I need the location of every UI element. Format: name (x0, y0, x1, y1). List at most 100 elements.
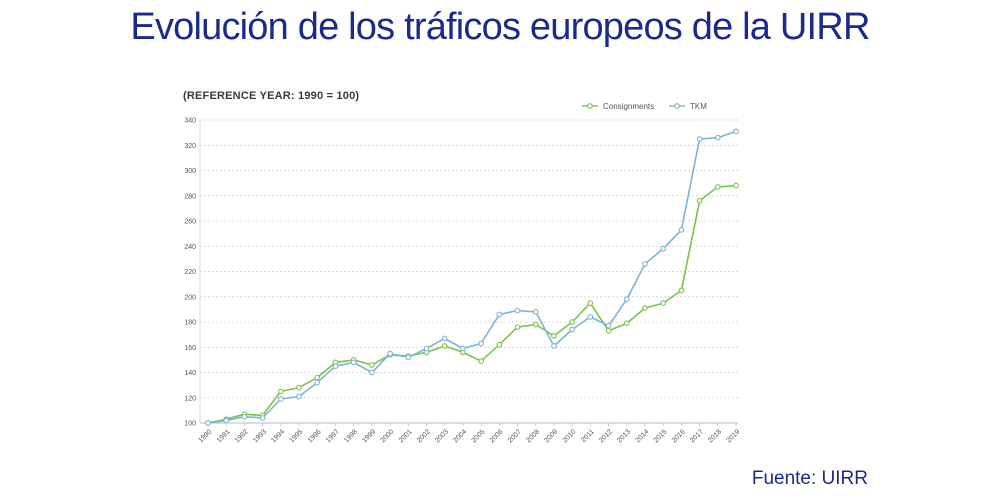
data-point-tkm-2018 (714, 134, 721, 141)
x-tick-label-1992: 1992 (234, 428, 250, 444)
legend-marker-tkm (674, 103, 680, 109)
data-point-consignments-2016 (678, 287, 685, 294)
data-point-consignments-2012 (605, 327, 612, 334)
data-point-consignments-2013 (623, 320, 630, 327)
data-point-tkm-1999 (369, 369, 375, 376)
legend-label-consignments: Consignments (603, 102, 654, 111)
data-point-tkm-1994 (277, 396, 284, 402)
data-point-tkm-2019 (733, 128, 739, 135)
x-tick-label-2019: 2019 (725, 428, 741, 444)
data-point-tkm-2007 (514, 307, 521, 314)
data-point-consignments-2014 (642, 305, 648, 311)
data-point-consignments-1994 (277, 388, 284, 395)
y-tick-label-260: 260 (184, 219, 196, 226)
data-point-consignments-1995 (296, 384, 302, 391)
data-point-tkm-2008 (532, 309, 539, 315)
x-tick-label-1999: 1999 (361, 428, 377, 444)
data-point-tkm-1993 (259, 415, 266, 421)
data-point-consignments-2018 (714, 184, 721, 190)
data-point-tkm-2004 (460, 345, 466, 352)
x-tick-label-1993: 1993 (252, 428, 268, 444)
data-point-tkm-2009 (551, 343, 557, 349)
x-tick-label-1994: 1994 (270, 428, 286, 444)
data-point-tkm-2002 (423, 345, 430, 352)
data-point-tkm-2010 (569, 326, 575, 333)
data-point-consignments-2011 (587, 300, 594, 306)
x-tick-label-2012: 2012 (598, 428, 614, 444)
data-point-consignments-2009 (551, 333, 557, 339)
x-tick-label-2005: 2005 (471, 428, 487, 444)
data-point-consignments-2010 (569, 319, 575, 325)
y-tick-label-340: 340 (184, 118, 196, 125)
data-point-tkm-2015 (660, 245, 667, 252)
x-tick-label-1997: 1997 (325, 428, 341, 444)
y-tick-label-220: 220 (184, 269, 196, 276)
x-tick-label-2007: 2007 (507, 428, 523, 444)
x-tick-label-1990: 1990 (197, 428, 213, 444)
x-tick-label-1991: 1991 (216, 428, 232, 444)
legend-label-tkm: TKM (690, 102, 707, 111)
data-point-tkm-2005 (478, 340, 484, 347)
x-tick-label-1995: 1995 (288, 428, 304, 444)
data-point-consignments-2008 (532, 321, 539, 328)
data-point-tkm-2012 (605, 322, 612, 329)
chart-subtitle: (REFERENCE YEAR: 1990 = 100) (183, 90, 360, 102)
x-tick-label-2002: 2002 (416, 428, 432, 444)
source-label: Fuente: UIRR (751, 468, 868, 489)
x-tick-label-2013: 2013 (616, 428, 632, 444)
x-tick-label-2011: 2011 (580, 428, 596, 444)
y-tick-label-300: 300 (184, 168, 196, 175)
data-point-consignments-2019 (733, 182, 739, 189)
data-point-tkm-2017 (696, 136, 703, 142)
data-point-tkm-1995 (296, 393, 302, 400)
data-point-consignments-2006 (496, 341, 503, 348)
data-point-consignments-1996 (314, 374, 321, 381)
data-point-tkm-1992 (241, 413, 248, 420)
x-tick-label-2000: 2000 (380, 428, 396, 444)
data-point-tkm-2000 (387, 350, 393, 357)
y-tick-label-100: 100 (184, 421, 196, 428)
data-point-tkm-1990 (205, 420, 211, 426)
x-tick-label-2003: 2003 (434, 428, 450, 444)
x-tick-label-2018: 2018 (707, 428, 723, 444)
data-point-tkm-2014 (642, 261, 648, 267)
series-line-tkm (207, 130, 737, 424)
data-point-tkm-2006 (496, 311, 503, 318)
data-point-consignments-2015 (660, 300, 667, 306)
data-point-tkm-2013 (623, 296, 630, 303)
page-title: Evolución de los tráficos europeos de la… (130, 6, 870, 48)
y-tick-label-240: 240 (184, 244, 196, 251)
data-point-tkm-2001 (405, 354, 412, 361)
x-tick-label-2009: 2009 (543, 428, 559, 444)
data-point-tkm-2003 (441, 335, 448, 342)
x-tick-label-1996: 1996 (307, 428, 323, 444)
x-tick-label-2015: 2015 (653, 428, 669, 444)
x-tick-label-2008: 2008 (525, 428, 541, 444)
x-tick-label-2001: 2001 (398, 428, 414, 444)
y-tick-label-280: 280 (184, 193, 196, 200)
data-point-tkm-1997 (332, 363, 339, 370)
data-point-tkm-2016 (678, 226, 685, 233)
data-point-consignments-2017 (696, 197, 703, 204)
x-tick-label-2004: 2004 (452, 428, 468, 444)
data-point-tkm-1996 (314, 379, 321, 386)
data-point-tkm-1991 (223, 417, 230, 424)
data-point-tkm-2011 (587, 314, 594, 320)
data-point-consignments-1999 (369, 362, 375, 368)
x-tick-label-1998: 1998 (343, 428, 359, 444)
data-point-consignments-2003 (441, 343, 448, 349)
x-tick-label-2014: 2014 (634, 428, 650, 444)
data-point-tkm-1998 (350, 359, 357, 366)
y-tick-label-140: 140 (184, 370, 196, 377)
x-tick-label-2017: 2017 (689, 428, 705, 444)
y-tick-label-180: 180 (184, 320, 196, 327)
data-point-consignments-2005 (478, 358, 484, 364)
x-tick-label-2010: 2010 (562, 428, 578, 444)
x-tick-label-2016: 2016 (671, 428, 687, 444)
x-tick-label-2006: 2006 (489, 428, 505, 444)
legend-marker-consignments (587, 103, 593, 109)
y-tick-label-200: 200 (184, 294, 196, 301)
data-point-consignments-2007 (514, 324, 521, 330)
series-line-consignments (207, 184, 737, 424)
